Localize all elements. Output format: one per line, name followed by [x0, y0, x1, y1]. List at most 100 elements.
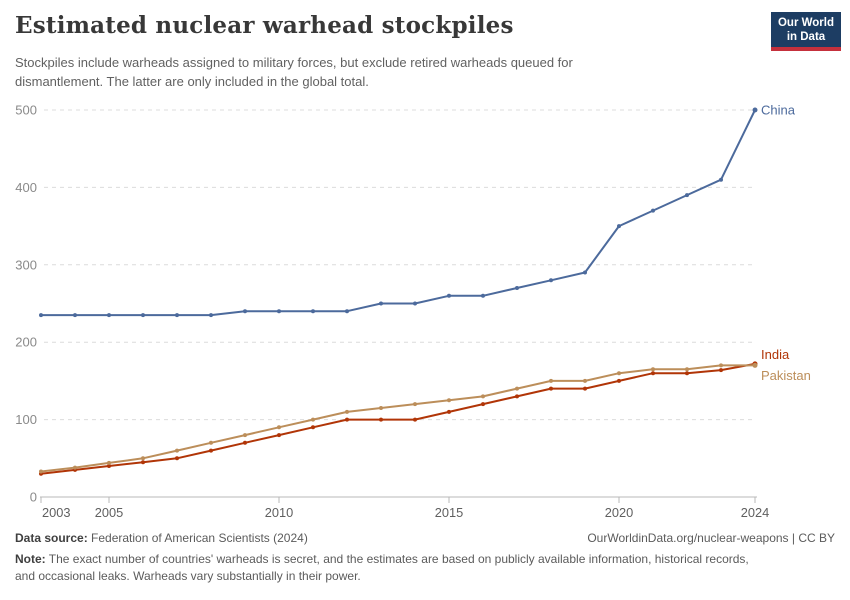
data-point-china-2009[interactable] [243, 309, 247, 314]
data-point-china-2021[interactable] [651, 208, 655, 213]
data-point-india-2011[interactable] [311, 425, 315, 430]
y-tick-label-100: 100 [15, 412, 37, 427]
data-source: Data source: Federation of American Scie… [15, 531, 308, 545]
data-point-pakistan-2019[interactable] [583, 378, 587, 383]
data-point-india-2013[interactable] [379, 417, 383, 422]
data-point-pakistan-2018[interactable] [549, 378, 553, 383]
chart-note-label: Note: [15, 552, 46, 566]
data-point-china-2010[interactable] [277, 309, 281, 314]
x-tick-label-2015: 2015 [435, 505, 463, 520]
data-point-pakistan-2021[interactable] [651, 367, 655, 372]
data-point-india-2019[interactable] [583, 386, 587, 391]
data-point-pakistan-2008[interactable] [209, 440, 213, 445]
data-point-pakistan-2009[interactable] [243, 433, 247, 438]
data-point-pakistan-2011[interactable] [311, 417, 315, 422]
series-line-india[interactable] [40, 362, 756, 475]
data-point-china-2018[interactable] [549, 278, 553, 283]
x-tick-label-2010: 2010 [265, 505, 293, 520]
series-label-china[interactable]: China [761, 103, 796, 118]
data-point-pakistan-2016[interactable] [481, 394, 485, 399]
data-source-label: Data source: [15, 531, 88, 545]
data-point-india-2017[interactable] [515, 394, 519, 399]
data-point-china-2015[interactable] [447, 293, 451, 298]
data-point-china-2023[interactable] [719, 177, 723, 182]
data-point-china-2013[interactable] [379, 301, 383, 306]
data-point-china-2003[interactable] [39, 313, 43, 318]
series-line-china[interactable] [40, 109, 756, 317]
data-point-pakistan-2006[interactable] [141, 456, 145, 461]
data-point-pakistan-2010[interactable] [277, 425, 281, 430]
data-point-india-2009[interactable] [243, 440, 247, 445]
y-tick-label-200: 200 [15, 335, 37, 350]
data-point-china-2006[interactable] [141, 313, 145, 318]
chart-subtitle-line1: Stockpiles include warheads assigned to … [15, 55, 573, 70]
data-point-india-2006[interactable] [141, 460, 145, 465]
data-source-text: Federation of American Scientists (2024) [87, 531, 308, 545]
data-point-india-2023[interactable] [719, 368, 723, 373]
series-label-india[interactable]: India [761, 347, 790, 362]
x-tick-label-2003: 2003 [42, 505, 70, 520]
series-line-pakistan[interactable] [40, 364, 756, 473]
data-point-china-2004[interactable] [73, 313, 77, 318]
data-point-india-2014[interactable] [413, 417, 417, 422]
chart-subtitle: Stockpiles include warheads assigned to … [15, 53, 573, 91]
data-point-china-2008[interactable] [209, 313, 213, 318]
data-point-india-2020[interactable] [617, 378, 621, 383]
y-tick-label-400: 400 [15, 180, 37, 195]
data-point-india-2007[interactable] [175, 456, 179, 461]
data-point-china-2011[interactable] [311, 309, 315, 314]
data-point-india-2005[interactable] [107, 464, 111, 468]
chart-note-line1: Note: The exact number of countries' war… [15, 551, 835, 568]
data-point-pakistan-2017[interactable] [515, 386, 519, 391]
series-label-pakistan[interactable]: Pakistan [761, 368, 811, 383]
chart-note: Note: The exact number of countries' war… [15, 551, 835, 585]
y-tick-label-300: 300 [15, 257, 37, 272]
x-tick-label-2020: 2020 [605, 505, 633, 520]
data-point-china-2020[interactable] [617, 224, 621, 229]
owid-logo-line1: Our World [777, 17, 834, 29]
chart-note-text1: The exact number of countries' warheads … [45, 552, 749, 566]
data-point-pakistan-2024[interactable] [752, 362, 758, 368]
data-point-china-2022[interactable] [685, 193, 689, 198]
chart-footer: Data source: Federation of American Scie… [15, 531, 835, 585]
data-point-india-2008[interactable] [209, 448, 213, 453]
chart-title: Estimated nuclear warhead stockpiles [15, 12, 514, 39]
y-tick-label-500: 500 [15, 103, 37, 118]
data-point-pakistan-2005[interactable] [107, 460, 111, 465]
data-point-china-2005[interactable] [107, 313, 111, 318]
data-point-china-2012[interactable] [345, 309, 349, 314]
data-point-pakistan-2004[interactable] [73, 465, 77, 470]
data-point-pakistan-2015[interactable] [447, 398, 451, 403]
data-point-pakistan-2020[interactable] [617, 371, 621, 376]
x-tick-label-2024: 2024 [741, 505, 769, 520]
data-point-india-2021[interactable] [651, 371, 655, 376]
data-point-pakistan-2003[interactable] [39, 469, 43, 474]
data-point-india-2022[interactable] [685, 371, 689, 376]
data-point-china-2014[interactable] [413, 301, 417, 306]
data-point-china-2024[interactable] [752, 107, 758, 113]
data-point-china-2017[interactable] [515, 286, 519, 290]
data-point-china-2007[interactable] [175, 313, 179, 318]
data-point-pakistan-2012[interactable] [345, 409, 349, 414]
data-point-pakistan-2013[interactable] [379, 406, 383, 410]
data-point-india-2010[interactable] [277, 433, 281, 438]
chart-subtitle-line2: dismantlement. The latter are only inclu… [15, 74, 369, 89]
owid-logo[interactable]: Our World in Data [771, 12, 841, 51]
data-point-india-2015[interactable] [447, 409, 451, 414]
data-point-pakistan-2023[interactable] [719, 363, 723, 368]
data-point-china-2016[interactable] [481, 293, 485, 298]
chart-note-line2: and occasional leaks. Warheads vary subs… [15, 569, 361, 583]
data-point-pakistan-2007[interactable] [175, 448, 179, 453]
y-tick-label-0: 0 [30, 490, 37, 505]
data-point-india-2012[interactable] [345, 417, 349, 422]
data-point-pakistan-2014[interactable] [413, 402, 417, 407]
data-point-india-2016[interactable] [481, 402, 485, 407]
data-point-india-2018[interactable] [549, 386, 553, 391]
owid-logo-line2: in Data [786, 31, 826, 43]
data-point-china-2019[interactable] [583, 270, 587, 275]
owid-link[interactable]: OurWorldinData.org/nuclear-weapons | CC … [587, 531, 835, 545]
data-point-pakistan-2022[interactable] [685, 367, 689, 372]
x-tick-label-2005: 2005 [95, 505, 123, 520]
